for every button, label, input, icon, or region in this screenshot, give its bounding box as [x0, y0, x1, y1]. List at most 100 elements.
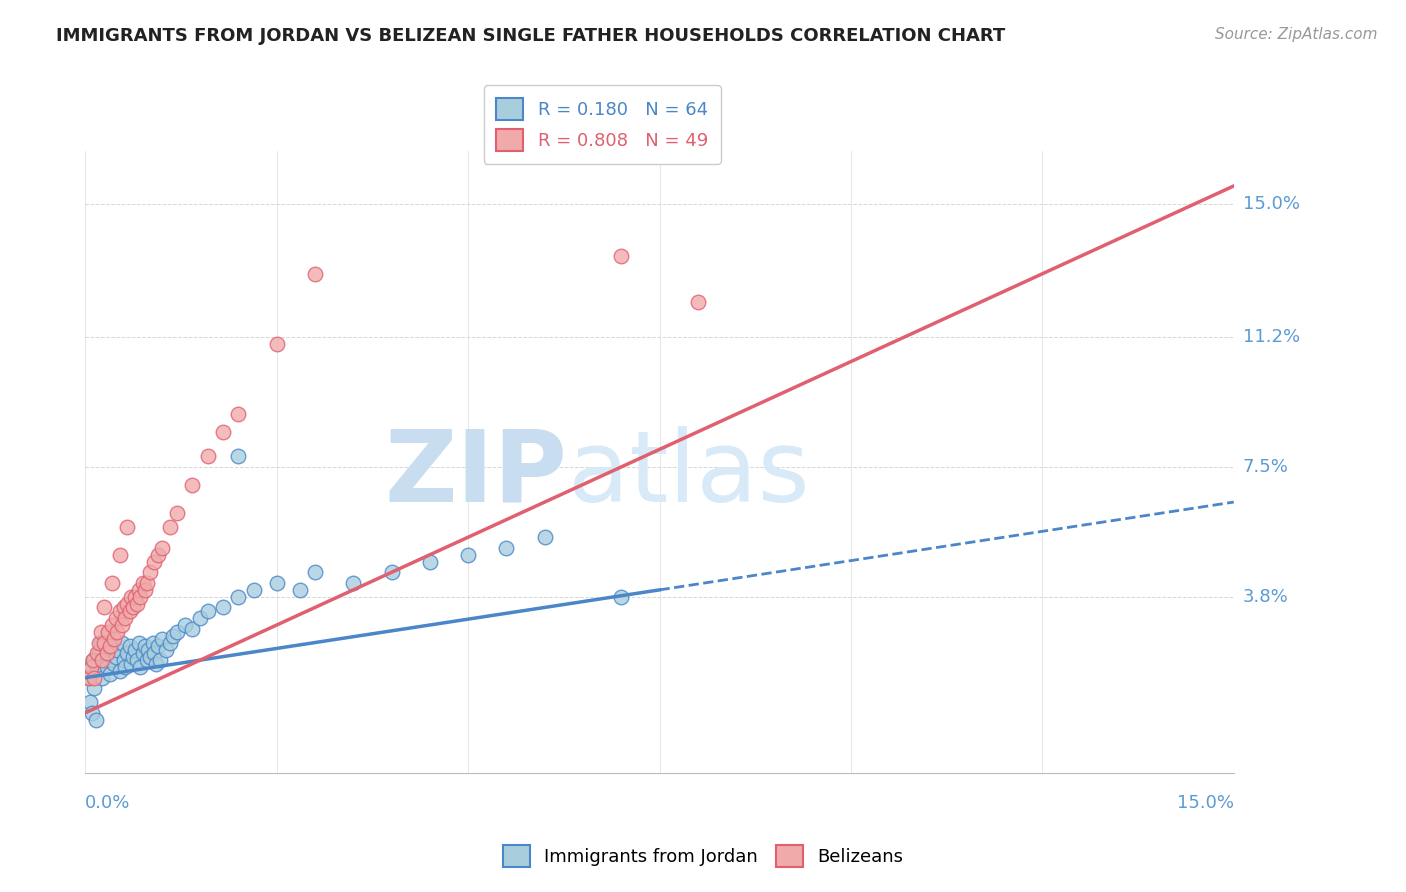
- Point: [173, 618, 195, 632]
- Point: [112, 600, 135, 615]
- Point: [117, 646, 139, 660]
- Point: [108, 604, 131, 618]
- Point: [150, 541, 173, 555]
- Point: [90, 635, 112, 649]
- Point: [111, 618, 134, 632]
- Point: [86, 660, 108, 674]
- Point: [82, 653, 104, 667]
- Point: [155, 642, 177, 657]
- Point: [228, 590, 250, 604]
- Point: [93, 653, 115, 667]
- Point: [103, 632, 125, 646]
- Point: [107, 625, 129, 640]
- Point: [97, 625, 120, 640]
- Point: [117, 519, 139, 533]
- Point: [114, 611, 136, 625]
- Point: [93, 635, 115, 649]
- Point: [79, 695, 101, 709]
- Point: [120, 657, 142, 671]
- Point: [166, 506, 188, 520]
- Point: [212, 600, 235, 615]
- Point: [145, 657, 167, 671]
- Point: [82, 653, 104, 667]
- Point: [136, 642, 159, 657]
- Point: [111, 635, 134, 649]
- Point: [103, 657, 125, 671]
- Point: [228, 407, 250, 421]
- Point: [121, 649, 143, 664]
- Point: [101, 639, 124, 653]
- Point: [181, 622, 204, 636]
- Point: [112, 653, 135, 667]
- Point: [143, 646, 166, 660]
- Point: [96, 646, 118, 660]
- Point: [159, 519, 181, 533]
- Point: [266, 337, 288, 351]
- Point: [135, 575, 157, 590]
- Point: [114, 660, 136, 674]
- Point: [139, 566, 162, 580]
- Point: [686, 294, 709, 309]
- Point: [166, 625, 188, 640]
- Point: [82, 706, 104, 720]
- Legend: R = 0.180   N = 64, R = 0.808   N = 49: R = 0.180 N = 64, R = 0.808 N = 49: [484, 86, 721, 163]
- Point: [83, 671, 105, 685]
- Text: ZIP: ZIP: [385, 425, 568, 523]
- Point: [86, 646, 108, 660]
- Point: [91, 653, 114, 667]
- Point: [132, 646, 155, 660]
- Point: [107, 642, 129, 657]
- Text: 7.5%: 7.5%: [1243, 458, 1289, 476]
- Point: [162, 628, 184, 642]
- Text: atlas: atlas: [568, 425, 810, 523]
- Point: [533, 530, 555, 544]
- Point: [495, 541, 517, 555]
- Point: [142, 635, 165, 649]
- Point: [342, 575, 364, 590]
- Text: 11.2%: 11.2%: [1243, 328, 1301, 346]
- Text: Source: ZipAtlas.com: Source: ZipAtlas.com: [1215, 27, 1378, 42]
- Point: [108, 664, 131, 678]
- Point: [90, 625, 112, 640]
- Point: [610, 590, 633, 604]
- Point: [139, 649, 162, 664]
- Point: [197, 450, 219, 464]
- Point: [93, 600, 115, 615]
- Point: [101, 575, 124, 590]
- Point: [91, 671, 114, 685]
- Point: [288, 582, 311, 597]
- Point: [304, 566, 326, 580]
- Point: [134, 639, 156, 653]
- Point: [87, 646, 110, 660]
- Point: [212, 425, 235, 439]
- Point: [101, 618, 124, 632]
- Point: [135, 653, 157, 667]
- Point: [129, 590, 152, 604]
- Point: [98, 639, 121, 653]
- Point: [143, 555, 166, 569]
- Legend: Immigrants from Jordan, Belizeans: Immigrants from Jordan, Belizeans: [495, 838, 911, 874]
- Point: [197, 604, 219, 618]
- Text: 0.0%: 0.0%: [86, 794, 131, 813]
- Point: [98, 667, 121, 681]
- Point: [610, 249, 633, 263]
- Point: [96, 660, 118, 674]
- Point: [104, 649, 127, 664]
- Point: [127, 597, 149, 611]
- Point: [129, 660, 152, 674]
- Point: [84, 713, 107, 727]
- Point: [228, 450, 250, 464]
- Point: [127, 653, 149, 667]
- Point: [77, 671, 100, 685]
- Point: [457, 548, 479, 562]
- Point: [97, 646, 120, 660]
- Point: [266, 575, 288, 590]
- Point: [419, 555, 441, 569]
- Point: [181, 477, 204, 491]
- Point: [120, 590, 142, 604]
- Text: 15.0%: 15.0%: [1177, 794, 1234, 813]
- Point: [117, 597, 139, 611]
- Point: [87, 635, 110, 649]
- Point: [242, 582, 264, 597]
- Point: [124, 642, 146, 657]
